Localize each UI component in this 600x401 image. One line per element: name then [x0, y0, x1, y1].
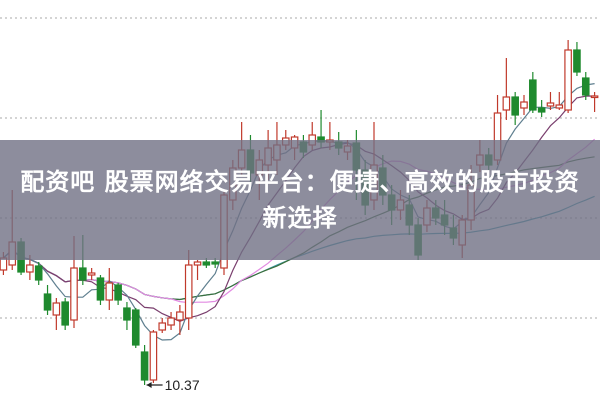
candle-body — [176, 311, 184, 321]
candle-body — [123, 307, 131, 321]
candle-body — [61, 301, 69, 326]
candle-body — [211, 261, 219, 265]
candle-body — [202, 261, 211, 266]
candle-body — [573, 49, 581, 73]
candle-body — [158, 322, 167, 331]
candle-body — [184, 264, 193, 319]
candle-body — [140, 351, 149, 381]
candle-body — [581, 77, 590, 96]
candle-body — [79, 267, 87, 281]
candle-body — [537, 107, 546, 113]
candle-body — [26, 264, 34, 273]
candle-body — [114, 284, 122, 301]
candle-body — [564, 49, 572, 111]
candle-body — [43, 293, 52, 311]
low-annotation-arrowhead — [146, 382, 152, 388]
candle-body — [520, 101, 528, 109]
candle-body — [52, 302, 61, 316]
candle-body — [167, 317, 175, 326]
candle-body — [87, 272, 96, 276]
candle-body — [149, 331, 158, 381]
candle-body — [70, 267, 78, 321]
candle-body — [555, 104, 564, 109]
candle-body — [34, 265, 43, 281]
candle-body — [502, 96, 511, 111]
candle-body — [511, 96, 519, 116]
candle-body — [529, 79, 537, 111]
candle-body — [193, 261, 202, 266]
headline-title: 配资吧 股票网络交易平台：便捷、高效的股市投资新选择 — [20, 168, 580, 232]
candle-body — [105, 282, 114, 301]
low-price-label: 10.37 — [165, 377, 200, 393]
headline-banner: 配资吧 股票网络交易平台：便捷、高效的股市投资新选择 — [0, 140, 600, 260]
candle-body — [96, 277, 105, 301]
candle-body — [590, 95, 599, 99]
candle-body — [546, 102, 555, 107]
candle-body — [131, 309, 140, 346]
